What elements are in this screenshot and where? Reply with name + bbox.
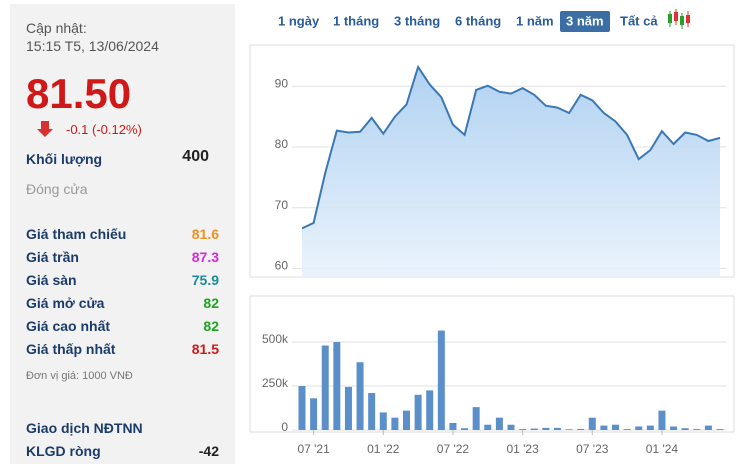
volume-bar — [484, 424, 492, 430]
volume-bar — [356, 362, 364, 430]
row-label: Giá mở cửa — [26, 295, 105, 311]
change: -0.1 (-0.12%) — [66, 122, 142, 137]
volume: 400 — [182, 148, 209, 165]
volume-bar — [716, 429, 724, 430]
x-tick-label: 01 '22 — [367, 442, 400, 456]
net-label: KLGD ròng — [26, 443, 101, 459]
volume-bar — [449, 422, 457, 430]
volume-bar — [391, 417, 399, 430]
x-tick-label: 01 '24 — [646, 442, 679, 456]
volume-bar — [298, 386, 306, 430]
volume-bar — [414, 394, 422, 430]
unit: Đơn vị giá: 1000 VNĐ — [26, 370, 133, 382]
row-value: 81.5 — [191, 341, 219, 357]
volume-bar — [461, 428, 469, 430]
volume-bar — [623, 429, 631, 430]
row-label: Giá sàn — [26, 272, 77, 288]
y-tick-label: 500k — [262, 332, 289, 346]
volume-bar — [612, 424, 619, 430]
row-value: 82 — [203, 318, 219, 334]
volume-bar — [426, 390, 434, 430]
y-tick-label: 0 — [281, 420, 288, 434]
x-tick-label: 07 '21 — [297, 442, 330, 456]
row-label: Giá thấp nhất — [26, 341, 116, 357]
volume-bar — [588, 417, 596, 430]
y-tick-label: 70 — [275, 198, 289, 212]
tab[interactable]: 1 ngày — [278, 13, 320, 28]
row-label: Giá tham chiếu — [26, 226, 127, 242]
quote-panel: Cập nhật: 15:15 T5, 13/06/2024 81.50 -0.… — [10, 4, 235, 464]
row-value: 75.9 — [191, 272, 219, 288]
volume-bar — [403, 410, 410, 430]
volume-bar — [472, 407, 480, 430]
volume-bar — [333, 342, 341, 430]
volume-bar — [495, 417, 503, 430]
volume-bar — [646, 425, 654, 430]
volume-bar — [635, 426, 643, 430]
volume-bar — [542, 427, 550, 430]
tab[interactable]: 1 tháng — [333, 13, 379, 28]
x-tick-label: 01 '23 — [506, 442, 539, 456]
row-value: 81.6 — [191, 226, 219, 242]
foreign-label: Giao dịch NĐTNN — [26, 420, 143, 436]
x-tick-label: 07 '22 — [437, 442, 470, 456]
volume-bar — [344, 386, 352, 430]
volume-frame — [249, 295, 735, 433]
updated-label: Cập nhật: — [26, 20, 87, 36]
volume-label: Khối lượng — [26, 151, 103, 167]
y-tick-label: 90 — [275, 76, 289, 90]
volume-bar — [321, 345, 329, 430]
volume-bar — [310, 398, 318, 430]
volume-bar — [437, 330, 445, 430]
volume-bar — [507, 424, 515, 430]
volume-bar — [704, 425, 712, 430]
y-tick-label: 250k — [262, 376, 289, 390]
volume-bar — [577, 428, 585, 430]
tab[interactable]: 3 tháng — [394, 13, 440, 28]
tab[interactable]: 1 năm — [516, 13, 554, 28]
volume-bar — [379, 412, 387, 430]
updated-time: 15:15 T5, 13/06/2024 — [26, 38, 159, 54]
volume-bar — [553, 427, 561, 430]
volume-bar — [565, 429, 573, 430]
row-value: 87.3 — [191, 249, 219, 265]
volume-bar — [670, 426, 678, 430]
row-label: Giá trần — [26, 249, 79, 265]
row-value: 82 — [203, 295, 219, 311]
tab[interactable]: Tất cả — [620, 13, 658, 28]
volume-bar — [658, 410, 666, 430]
tab[interactable]: 3 năm — [566, 13, 604, 28]
row-label: Giá cao nhất — [26, 318, 111, 334]
volume-bar — [530, 428, 538, 430]
volume-bar — [600, 425, 608, 430]
candle-icon — [668, 9, 690, 29]
price-line — [301, 64, 721, 230]
price: 81.50 — [26, 70, 132, 117]
status: Đóng cửa — [26, 181, 88, 197]
tab-active-bg — [560, 11, 610, 32]
price-area — [302, 66, 720, 278]
net: -42 — [198, 443, 219, 459]
volume-bar — [519, 429, 527, 430]
volume-bar — [368, 393, 376, 430]
volume-bar — [693, 429, 701, 430]
volume-bar — [681, 428, 689, 430]
y-tick-label: 80 — [275, 137, 289, 151]
down-arrow — [37, 121, 53, 137]
y-tick-label: 60 — [275, 259, 289, 273]
x-tick-label: 07 '23 — [576, 442, 609, 456]
tab[interactable]: 6 tháng — [455, 13, 501, 28]
